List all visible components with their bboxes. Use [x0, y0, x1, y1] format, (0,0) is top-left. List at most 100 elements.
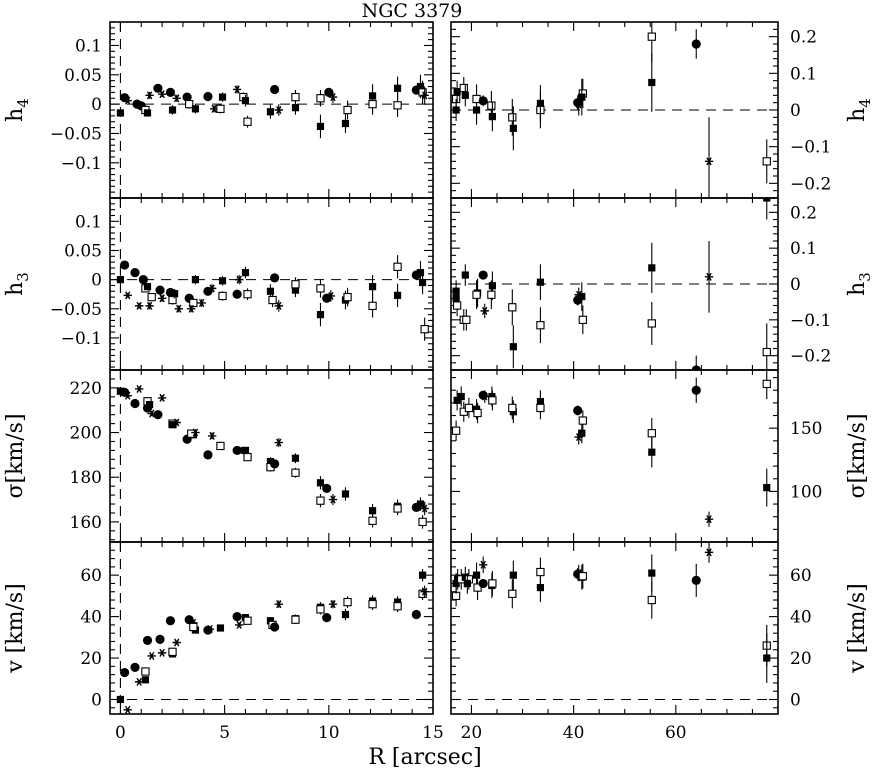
y-tick-label: 160 — [70, 513, 102, 533]
panel-h3-left: 0.1 0.05 0 −0.05 −0.1 h3 — [3, 197, 434, 371]
panel-sigma-left: 220 200 180 160 σ[km/s] — [3, 369, 434, 543]
x-axis-label: R [arcsec] — [368, 745, 481, 770]
data-point-open-square — [368, 99, 377, 109]
data-point-square — [463, 579, 471, 588]
data-point-square — [116, 695, 125, 704]
data-point-asterisk — [134, 384, 144, 393]
data-point-asterisk — [145, 301, 154, 310]
y-tick-label: −0.2 — [790, 174, 831, 194]
y-tick-label: 0.2 — [790, 28, 817, 48]
data-point-circle — [203, 91, 213, 102]
data-point-square — [461, 91, 469, 99]
data-point-asterisk — [274, 438, 283, 447]
y-tick-label: 0 — [790, 690, 801, 710]
data-point-square — [316, 311, 325, 319]
panel-frame — [109, 541, 434, 715]
data-point-open-square — [420, 325, 429, 334]
panel-frame — [450, 541, 779, 715]
data-points-group — [451, 542, 771, 683]
data-point-square — [763, 198, 771, 202]
data-point-asterisk — [174, 304, 183, 313]
y-tick-label: −0.05 — [50, 300, 102, 320]
data-point-asterisk — [123, 705, 132, 714]
panel-v-right: 20 40 60 60 40 20 0 v [km/s] — [450, 541, 870, 743]
panel-frame — [109, 197, 434, 371]
x-tick-label: 40 — [563, 723, 585, 743]
data-point-asterisk — [187, 304, 196, 313]
data-point-open-square — [291, 92, 300, 102]
data-point-asterisk — [326, 291, 336, 300]
data-point-circle — [119, 667, 130, 678]
y-tick-label: −0.1 — [61, 329, 102, 349]
data-point-circle — [322, 483, 332, 493]
data-point-open-square — [393, 101, 402, 110]
data-point-open-square — [316, 605, 325, 614]
data-point-open-square — [343, 292, 352, 302]
data-point-circle — [232, 612, 242, 622]
panels-group: 0.10.050−0.05−0.1h40.20.10−0.1−0.2h40.10… — [3, 21, 874, 743]
data-point-circle — [270, 459, 280, 469]
data-point-square — [291, 104, 300, 112]
data-point-open-square — [147, 292, 156, 302]
y-tick-label: 0 — [91, 271, 102, 291]
data-point-circle — [153, 410, 163, 420]
data-point-square — [536, 278, 545, 286]
data-point-square — [393, 84, 402, 92]
data-point-square — [578, 429, 586, 437]
data-point-square — [143, 283, 152, 291]
data-point-asterisk — [478, 560, 488, 569]
data-point-open-square — [578, 416, 587, 425]
data-point-open-square — [536, 567, 545, 577]
data-point-open-square — [508, 403, 517, 413]
data-point-square — [578, 93, 586, 101]
data-point-square — [116, 109, 125, 117]
data-point-open-square — [487, 290, 496, 299]
data-point-open-square — [473, 583, 482, 592]
data-point-circle — [165, 616, 176, 626]
x-tick-label: 10 — [318, 723, 340, 743]
data-point-square — [241, 269, 250, 277]
y-tick-label: 0 — [790, 101, 801, 121]
data-point-circle — [130, 662, 140, 672]
data-point-open-square — [316, 496, 325, 505]
y-tick-label: 0 — [91, 690, 102, 710]
y-tick-label: 0.1 — [75, 212, 102, 232]
data-point-asterisk — [205, 625, 215, 634]
data-point-circle — [142, 635, 153, 646]
data-point-circle — [411, 609, 421, 620]
data-point-square — [509, 343, 517, 351]
data-point-asterisk — [274, 301, 283, 310]
data-point-square — [763, 484, 771, 492]
panel-h3-right: 0.2 0.1 0 −0.1 −0.2 h3 — [450, 197, 874, 371]
data-point-circle — [691, 39, 701, 49]
data-point-asterisk — [172, 418, 181, 427]
data-point-circle — [184, 615, 194, 625]
data-point-open-square — [762, 157, 771, 166]
data-point-open-square — [452, 301, 462, 310]
data-point-open-square — [216, 104, 225, 113]
data-point-square — [266, 108, 275, 116]
data-point-open-square — [578, 315, 587, 324]
y-tick-label: 0.05 — [64, 66, 102, 86]
data-points-group — [451, 370, 771, 527]
data-point-open-square — [291, 280, 300, 289]
data-point-open-square — [393, 602, 402, 611]
data-point-open-square — [451, 426, 461, 435]
data-point-asterisk — [274, 600, 283, 609]
y-tick-label: 40 — [790, 608, 812, 628]
data-point-circle — [155, 634, 165, 644]
data-point-open-square — [291, 468, 300, 477]
y-tick-label: −0.2 — [790, 347, 831, 367]
data-point-circle — [182, 92, 192, 102]
panel-frame — [450, 369, 779, 543]
data-points-group — [116, 74, 429, 139]
y-tick-label: −0.1 — [790, 311, 831, 331]
data-point-open-square — [243, 616, 252, 625]
data-point-circle — [691, 365, 701, 370]
data-point-square — [416, 82, 425, 91]
data-point-square — [218, 93, 227, 101]
y-tick-label: 220 — [70, 379, 102, 399]
data-point-asterisk — [420, 91, 429, 100]
y-axis-label-subscript: 4 — [14, 98, 32, 108]
